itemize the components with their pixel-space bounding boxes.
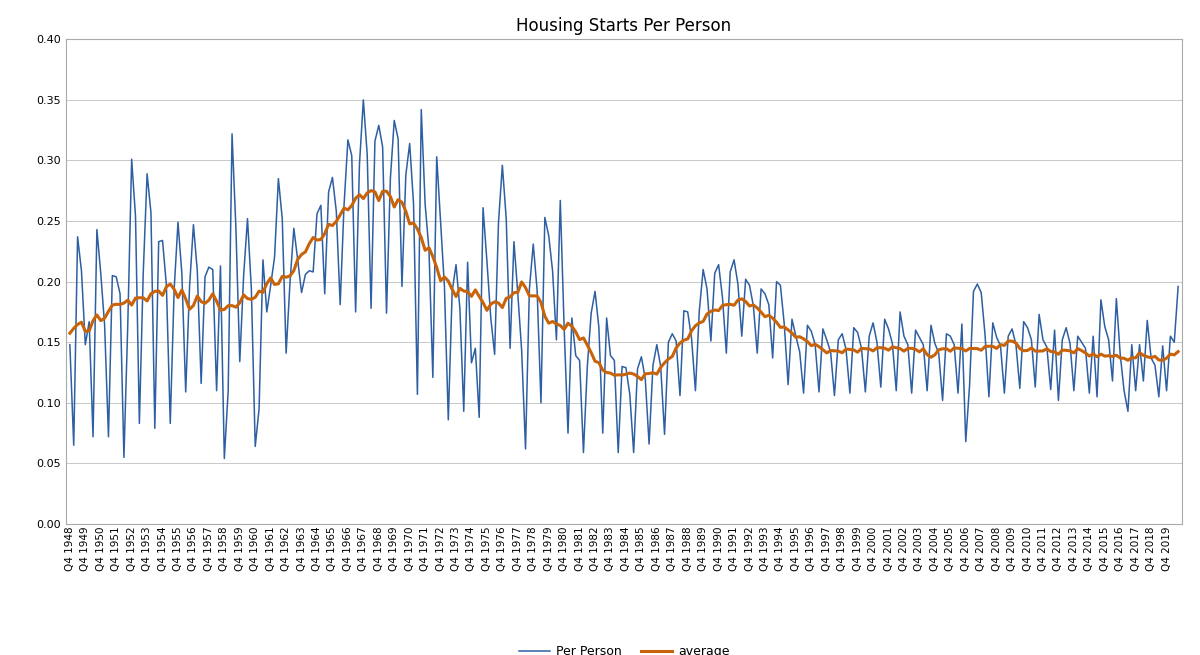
average: [1001, 337, 1015, 345]
Line: average: average: [70, 191, 1178, 380]
Per Person: [160, 282, 174, 290]
average: [626, 370, 641, 378]
Per Person: [1001, 332, 1015, 340]
Per Person: [1082, 389, 1097, 397]
Legend: Per Person, average: Per Person, average: [514, 640, 734, 655]
average: [1020, 346, 1034, 354]
Per Person: [217, 455, 232, 462]
Per Person: [356, 96, 371, 104]
Per Person: [1171, 282, 1186, 290]
average: [1171, 348, 1186, 356]
Per Person: [1048, 326, 1062, 334]
average: [160, 283, 174, 291]
average: [634, 376, 648, 384]
Per Person: [62, 341, 77, 348]
Per Person: [1020, 324, 1034, 331]
average: [1082, 352, 1097, 360]
average: [364, 187, 378, 195]
Line: Per Person: Per Person: [70, 100, 1178, 458]
average: [1048, 348, 1062, 356]
Per Person: [630, 365, 644, 373]
average: [62, 329, 77, 337]
Title: Housing Starts Per Person: Housing Starts Per Person: [516, 17, 732, 35]
